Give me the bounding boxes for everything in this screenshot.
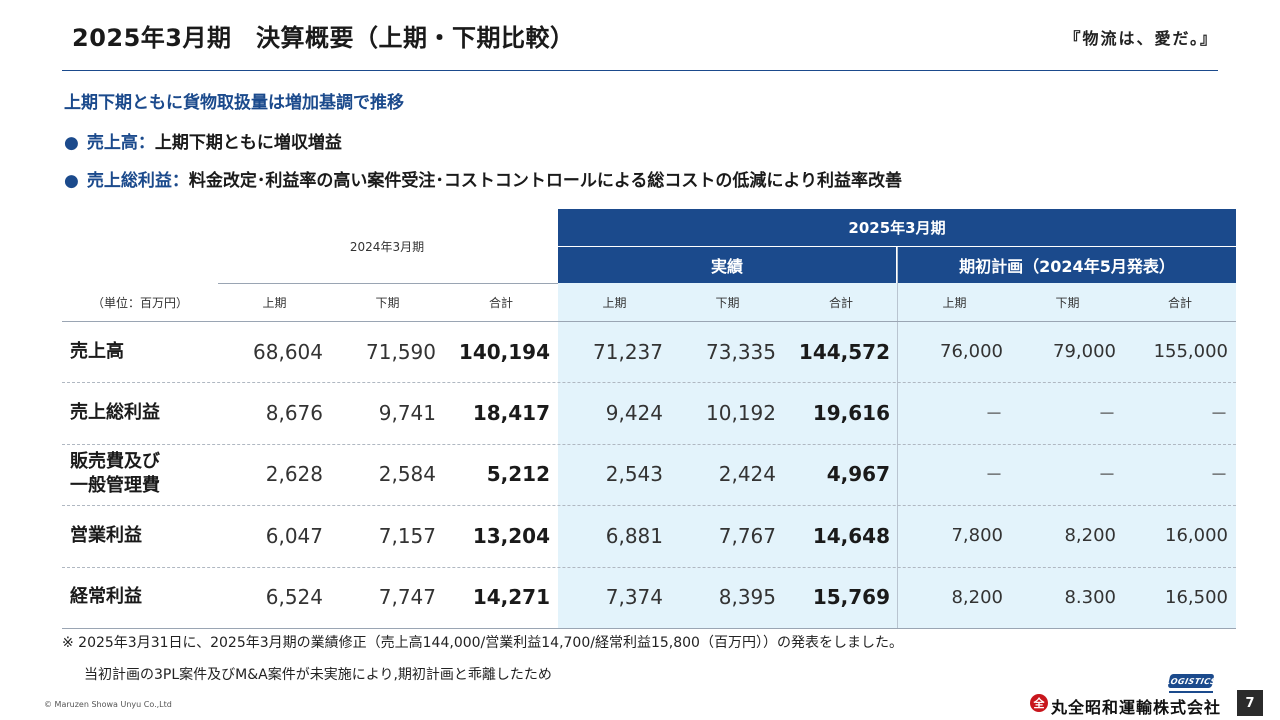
row-divider — [62, 443, 1236, 445]
plan-separator — [897, 247, 898, 628]
table-cell: 76,000 — [940, 341, 1003, 363]
table-cell: 155,000 — [1153, 341, 1228, 363]
row-label-line: 販売費及び — [70, 451, 160, 473]
table-cell: 2,584 — [378, 462, 436, 487]
table-cell: 2,543 — [605, 462, 663, 487]
company-seal-icon: 全 — [1030, 694, 1048, 712]
table-cell: 14,648 — [812, 523, 890, 548]
bullet-text: 料金改定･利益率の高い案件受注･コストコントロールによる総コストの低減により利益… — [188, 171, 902, 191]
table-cell: 6,047 — [265, 523, 323, 548]
table-cell: 144,572 — [798, 339, 890, 364]
table-cell: 10,192 — [706, 401, 776, 426]
table-cell: 8,676 — [265, 401, 323, 426]
table-cell: 68,604 — [253, 339, 323, 364]
financial-table: 2025年3月期 実績 期初計画（2024年5月発表） 2024年3月期 （単位… — [62, 209, 1236, 629]
table-cell: 7,767 — [718, 523, 776, 548]
unit-label: （単位：百万円） — [91, 295, 188, 310]
row-divider — [62, 628, 1236, 629]
table-cell: 7,374 — [605, 585, 663, 610]
table-cell: 19,616 — [812, 401, 890, 426]
note-revision: ※ 2025年3月31日に、2025年3月期の業績修正（売上高144,000/営… — [62, 635, 903, 651]
logistics-mark-text: LOGISTICS — [1164, 676, 1218, 686]
header-rule-prev — [218, 283, 558, 284]
table-cell: － — [1210, 465, 1228, 487]
summary-subhead: 上期下期ともに貨物取扱量は増加基調で推移 — [64, 93, 404, 113]
table-cell: － — [985, 465, 1003, 487]
col-header-8: 合計 — [1167, 295, 1192, 310]
table-cell: 16,000 — [1165, 525, 1228, 547]
table-cell: 2,628 — [265, 462, 323, 487]
actual-header: 実績 — [558, 247, 896, 283]
col-header-0: 上期 — [262, 295, 287, 310]
table-cell: 79,000 — [1053, 341, 1116, 363]
table-cell: 140,194 — [458, 339, 550, 364]
page-title: 2025年3月期 決算概要（上期・下期比較） — [72, 24, 575, 52]
table-cell: － — [985, 404, 1003, 426]
bullet-text: 上期下期ともに増収増益 — [154, 133, 342, 153]
col-header-6: 上期 — [942, 295, 967, 310]
table-cell: 5,212 — [486, 462, 550, 487]
bullet-key: 売上総利益： — [86, 171, 189, 191]
table-cell: 7,747 — [378, 585, 436, 610]
col-header-5: 合計 — [828, 295, 853, 310]
company-name: 丸全昭和運輸株式会社 — [1051, 698, 1222, 717]
row-label: 経常利益 — [70, 586, 142, 608]
col-header-3: 上期 — [602, 295, 627, 310]
row-label: 営業利益 — [70, 524, 142, 546]
table-cell: 7,157 — [378, 523, 436, 548]
logistics-mark-icon: LOGISTICS — [1164, 674, 1218, 688]
col-header-1: 下期 — [375, 295, 400, 310]
logistics-underline — [1169, 688, 1213, 693]
table-cell: 14,271 — [472, 585, 550, 610]
table-cell: 6,881 — [605, 523, 663, 548]
company-logo: LOGISTICS 全 丸全昭和運輸株式会社 — [1030, 672, 1225, 717]
row-label: 売上総利益 — [70, 402, 160, 424]
plan-header: 期初計画（2024年5月発表） — [898, 247, 1236, 283]
table-cell: 71,590 — [366, 339, 436, 364]
row-label: 販売費及び 一般管理費 — [70, 444, 160, 505]
col-header-4: 下期 — [715, 295, 740, 310]
table-cell: 4,967 — [826, 462, 890, 487]
table-cell: 13,204 — [472, 523, 550, 548]
note-reason: 当初計画の3PL案件及びM&A案件が未実施により,期初計画と乖離したため — [84, 667, 552, 683]
row-label-lines: 販売費及び 一般管理費 — [70, 450, 160, 498]
row-divider — [62, 382, 1236, 384]
table-cell: 6,524 — [265, 585, 323, 610]
fy2025-header: 2025年3月期 — [558, 209, 1236, 246]
table-cell: 9,741 — [378, 401, 436, 426]
summary-bullet-sales: ● 売上高：上期下期ともに増収増益 — [64, 128, 342, 153]
table-cell: 7,800 — [951, 525, 1003, 547]
summary-bullet-gross-profit: ● 売上総利益：料金改定･利益率の高い案件受注･コストコントロールによる総コストの… — [64, 166, 902, 191]
row-divider — [62, 505, 1236, 507]
table-cell: － — [1098, 465, 1116, 487]
table-cell: 8,395 — [718, 585, 776, 610]
page-number: 7 — [1237, 690, 1263, 716]
table-cell: 2,424 — [718, 462, 776, 487]
table-cell: 8,200 — [951, 586, 1003, 608]
bullet-dot-icon: ● — [64, 133, 79, 153]
table-cell: 9,424 — [605, 401, 663, 426]
row-label-line: 一般管理費 — [70, 475, 160, 497]
table-cell: 73,335 — [706, 339, 776, 364]
row-divider — [62, 566, 1236, 568]
table-cell: 71,237 — [593, 339, 663, 364]
table-cell: 8.300 — [1064, 586, 1116, 608]
header-rule-period — [558, 246, 1236, 247]
table-cell: － — [1098, 404, 1116, 426]
tagline: 『物流は、愛だ。』 — [1064, 29, 1218, 48]
copyright: © Maruzen Showa Unyu Co.,Ltd — [44, 700, 172, 709]
table-cell: 8,200 — [1064, 525, 1116, 547]
col-header-2: 合計 — [488, 295, 513, 310]
table-cell: 15,769 — [812, 585, 890, 610]
col-header-7: 下期 — [1055, 295, 1080, 310]
table-cell: 16,500 — [1165, 586, 1228, 608]
row-label: 売上高 — [70, 340, 124, 362]
bullet-key: 売上高： — [86, 133, 155, 153]
table-cell: － — [1210, 404, 1228, 426]
title-divider — [62, 70, 1218, 71]
table-cell: 18,417 — [472, 401, 550, 426]
header-bottom-rule — [62, 321, 1236, 322]
fy2024-header: 2024年3月期 — [349, 239, 425, 254]
bullet-dot-icon: ● — [64, 171, 79, 191]
